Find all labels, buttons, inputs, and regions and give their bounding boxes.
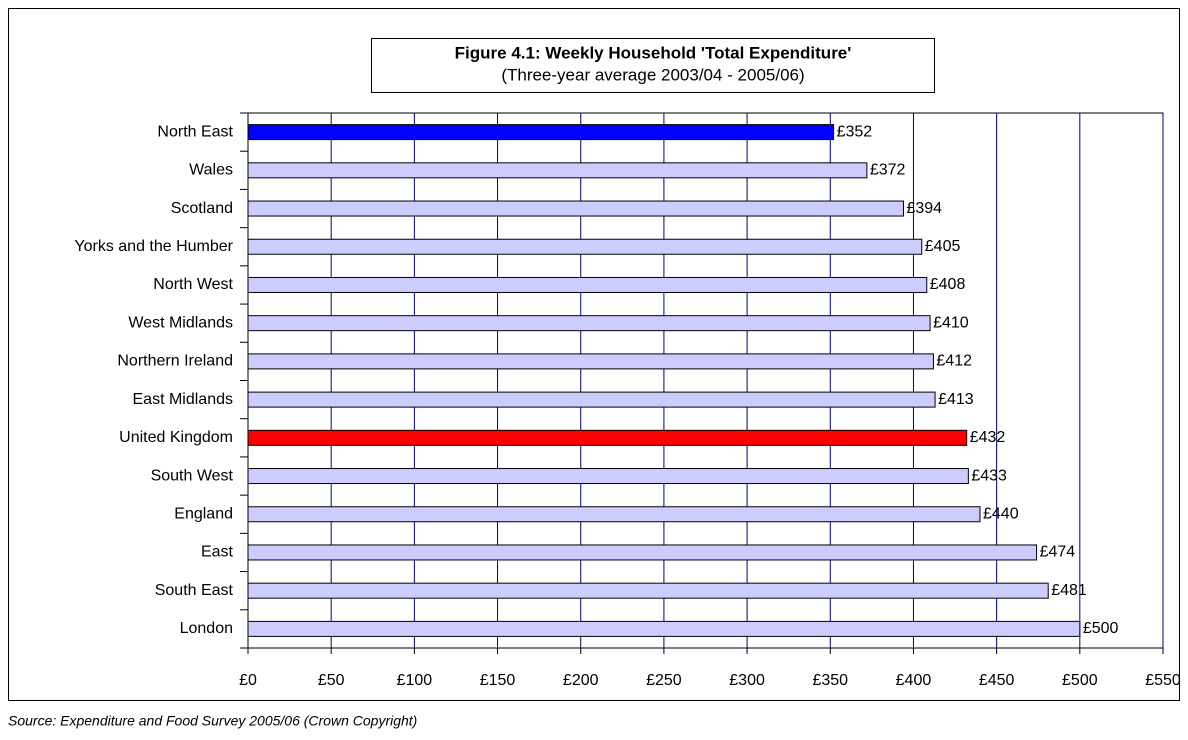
value-label: £408 <box>930 276 966 293</box>
y-tick-label: West Midlands <box>128 314 233 331</box>
bar <box>247 544 1038 561</box>
source-note: Source: Expenditure and Food Survey 2005… <box>8 713 417 729</box>
y-tick-label: East <box>201 544 234 561</box>
value-label: £372 <box>870 162 906 179</box>
title-box <box>371 38 935 93</box>
y-tick-label: North East <box>157 123 233 140</box>
value-label: £413 <box>938 391 974 408</box>
bar <box>247 391 936 408</box>
bar <box>247 429 968 446</box>
chart-title: Figure 4.1: Weekly Household 'Total Expe… <box>455 43 852 62</box>
x-tick-label: £350 <box>812 672 848 689</box>
value-label: £432 <box>970 429 1006 446</box>
bar <box>247 468 969 485</box>
value-label: £500 <box>1083 620 1119 637</box>
x-tick-label: £550 <box>1145 672 1181 689</box>
bar <box>247 124 835 141</box>
value-label: £410 <box>933 314 969 331</box>
value-label: £474 <box>1040 544 1076 561</box>
x-tick-label: £500 <box>1062 672 1098 689</box>
value-label: £352 <box>837 123 873 140</box>
y-tick-label: Northern Ireland <box>117 353 233 370</box>
bar <box>247 582 1049 599</box>
x-tick-label: £300 <box>729 672 765 689</box>
x-tick-label: £450 <box>979 672 1015 689</box>
y-tick-label: Scotland <box>171 200 233 217</box>
y-tick-label: England <box>174 505 233 522</box>
chart-border <box>8 8 1180 701</box>
y-tick-label: United Kingdom <box>119 429 233 446</box>
bar <box>247 162 868 179</box>
bar <box>247 200 904 217</box>
plot-area <box>247 112 1164 649</box>
y-tick-label: East Midlands <box>133 391 234 408</box>
x-tick-label: £150 <box>480 672 516 689</box>
chart-subtitle: (Three-year average 2003/04 - 2005/06) <box>501 65 804 84</box>
x-tick-label: £200 <box>563 672 599 689</box>
y-tick-label: Yorks and the Humber <box>74 238 233 255</box>
value-label: £405 <box>925 238 961 255</box>
bar <box>247 353 934 370</box>
x-tick-label: £400 <box>896 672 932 689</box>
bar <box>247 315 931 332</box>
value-label: £394 <box>906 200 942 217</box>
bar <box>247 506 981 523</box>
value-label: £433 <box>971 467 1007 484</box>
y-tick-label: South West <box>151 467 234 484</box>
bar <box>247 620 1081 637</box>
y-tick-label: North West <box>153 276 233 293</box>
x-tick-label: £100 <box>397 672 433 689</box>
value-label: £481 <box>1051 582 1087 599</box>
x-tick-label: £250 <box>646 672 682 689</box>
bar <box>247 238 923 255</box>
bar <box>247 276 928 293</box>
y-tick-label: South East <box>155 582 234 599</box>
y-tick-label: London <box>180 620 233 637</box>
x-tick-label: £50 <box>318 672 345 689</box>
x-tick-label: £0 <box>239 672 257 689</box>
y-tick-label: Wales <box>189 162 233 179</box>
value-label: £412 <box>936 353 972 370</box>
value-label: £440 <box>983 505 1019 522</box>
